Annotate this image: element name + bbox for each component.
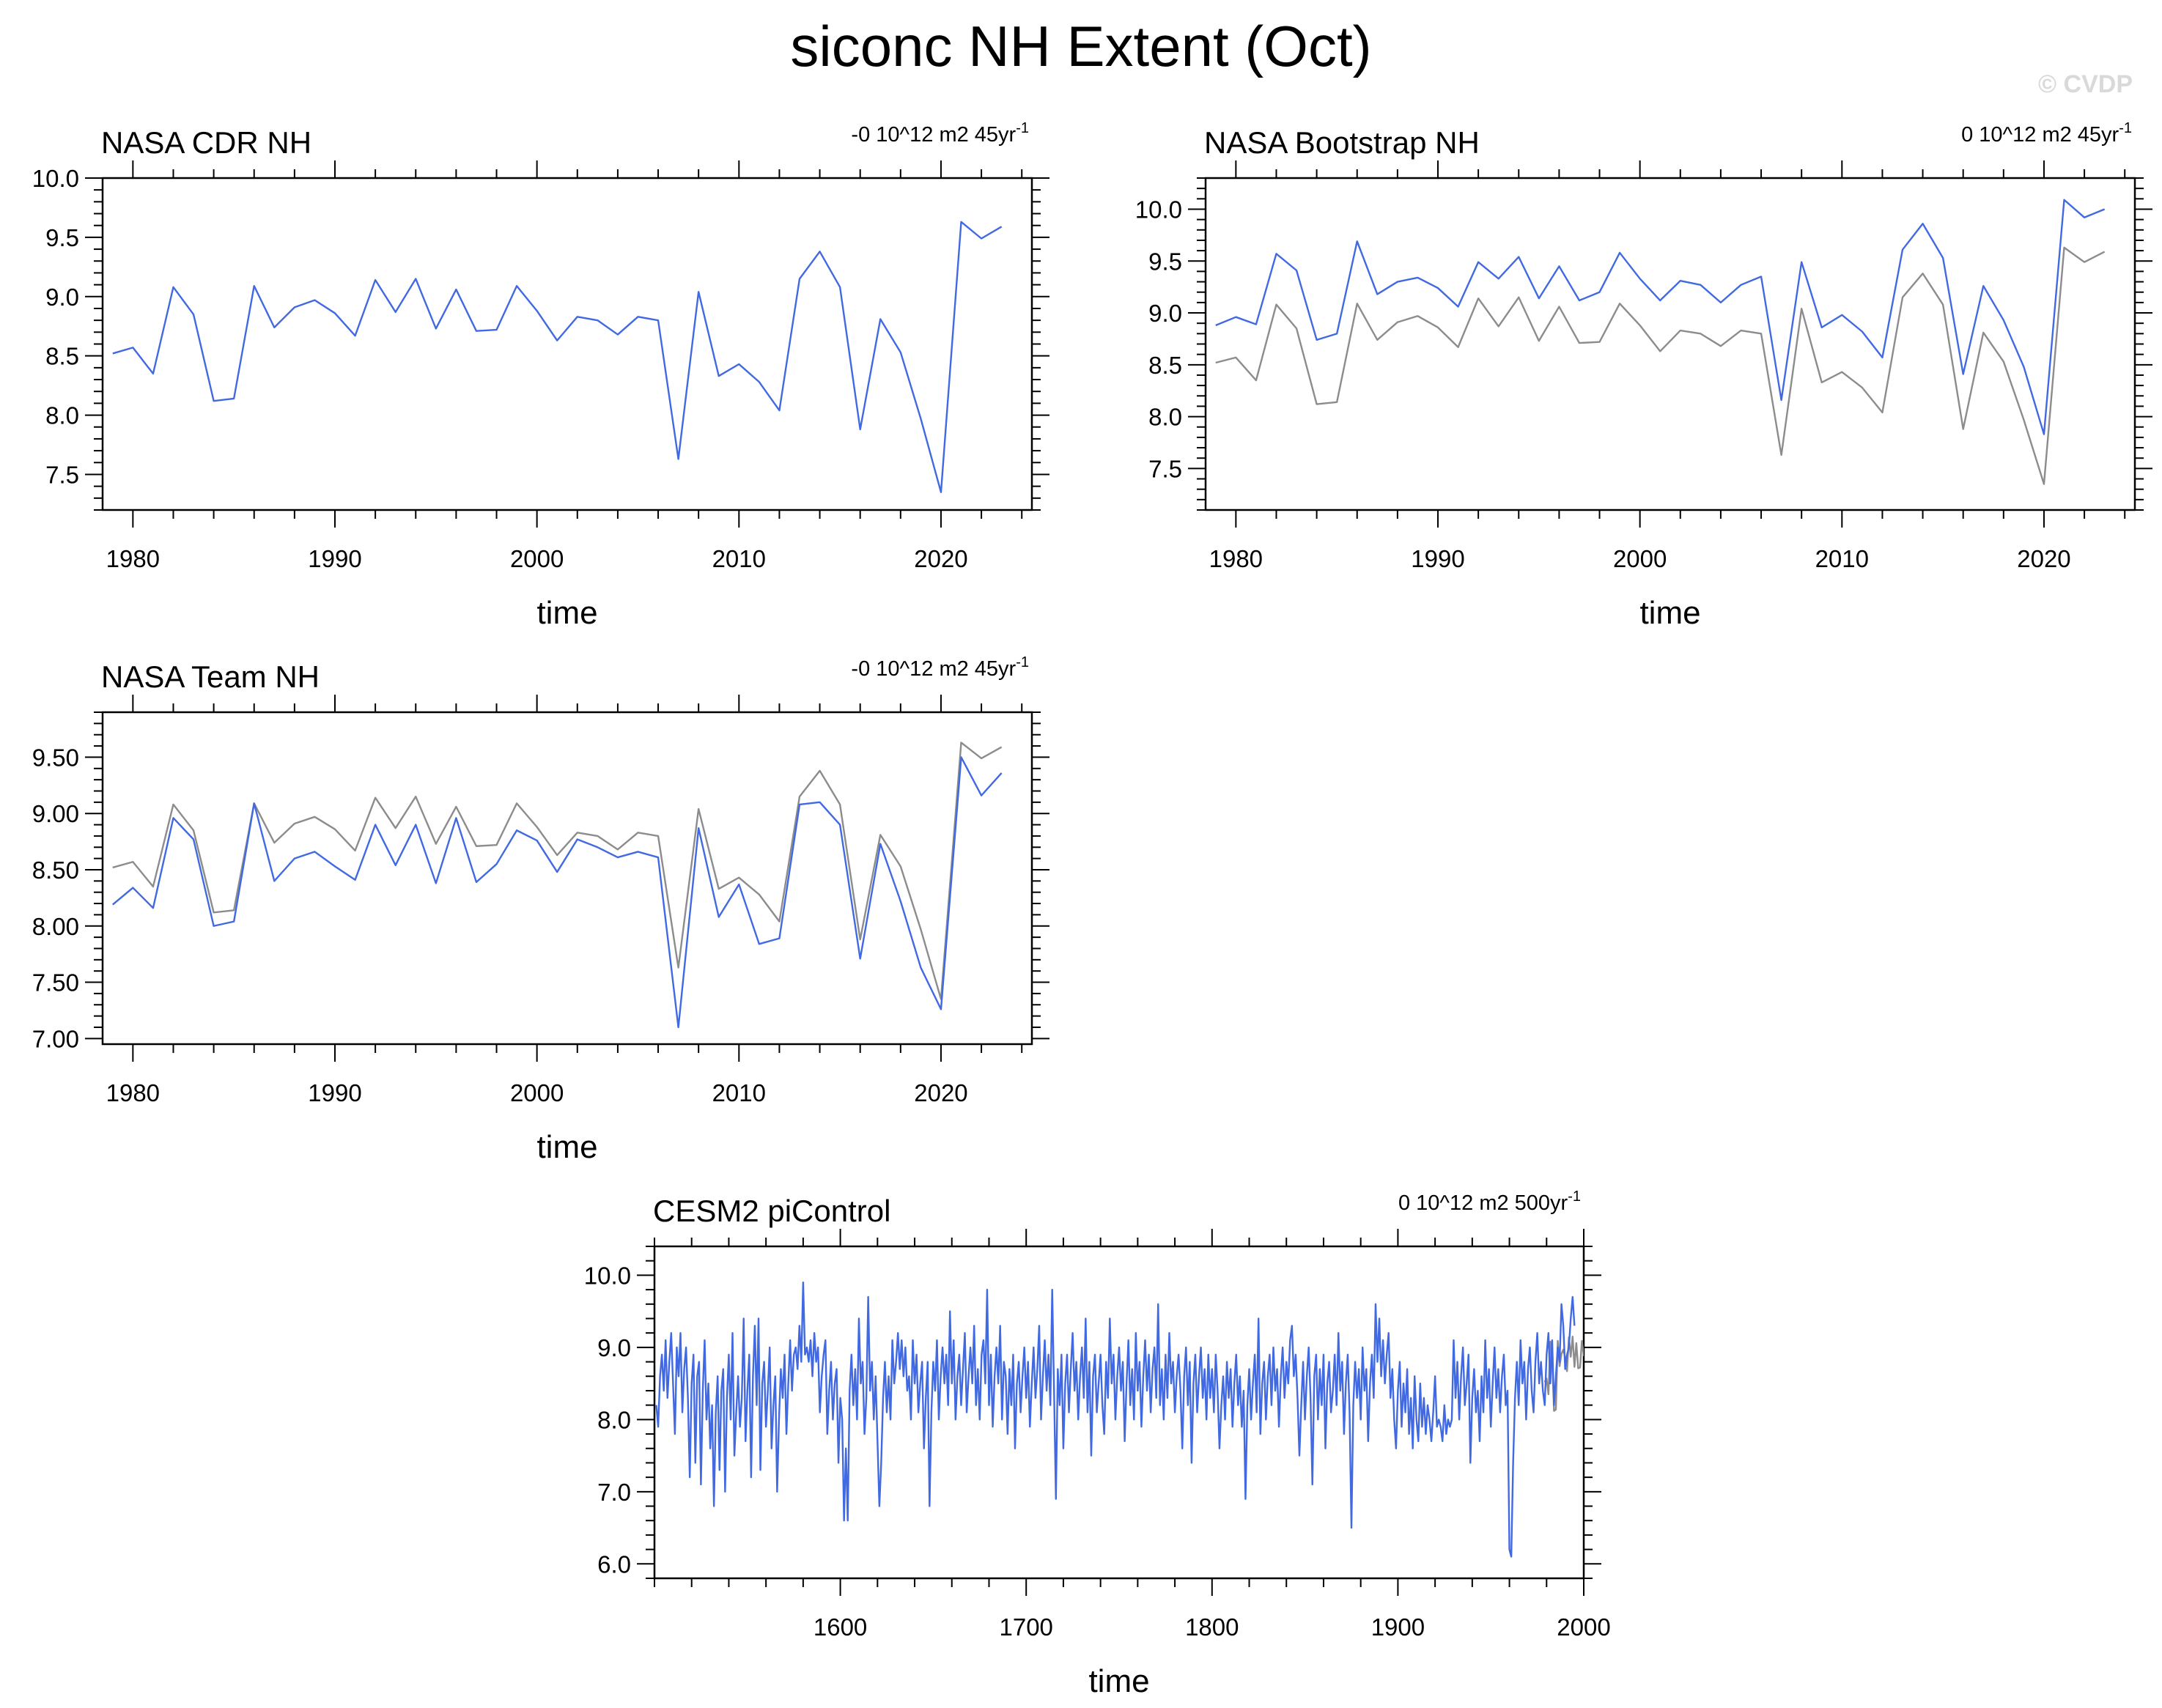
y-tick-label: 7.50 <box>32 969 79 997</box>
series-line-reference <box>1215 246 2106 485</box>
x-tick-label: 1990 <box>1411 545 1464 572</box>
y-tick-label: 9.50 <box>32 744 79 771</box>
panel-team: NASA Team NH -0 10^12 m2 45yr-1 7.00 7.50 8.… <box>32 654 1049 1165</box>
y-tick-label: 7.5 <box>1148 455 1182 482</box>
x-tick-label: 1980 <box>1209 545 1263 572</box>
plot-frame <box>101 711 1033 1046</box>
plot-frame <box>653 1245 1585 1580</box>
x-tick-label: 2010 <box>712 1079 766 1106</box>
panel-picontrol: CESM2 piControl 0 10^12 m2 500yr-1 6.0 7.0 8… <box>584 1188 1611 1699</box>
trend-label: -0 10^12 m2 45yr-1 <box>851 120 1029 147</box>
x-tick-label: 1800 <box>1185 1613 1239 1641</box>
figure-title: siconc NH Extent (Oct) <box>790 14 1372 78</box>
panel-title: NASA Bootstrap NH <box>1204 125 1480 160</box>
y-tick-label: 9.0 <box>597 1334 631 1361</box>
x-tick-label: 1980 <box>106 545 160 572</box>
y-tick-label: 7.0 <box>597 1479 631 1506</box>
y-tick-label: 9.00 <box>32 800 79 827</box>
series-line-primary <box>112 221 1003 493</box>
x-axis-label: time <box>536 595 597 631</box>
y-tick-label: 8.5 <box>1148 352 1182 379</box>
y-tick-label: 9.5 <box>1148 248 1182 275</box>
y-tick-label: 6.0 <box>597 1550 631 1578</box>
y-tick-label: 9.5 <box>45 224 79 251</box>
y-tick-label: 8.00 <box>32 913 79 940</box>
y-tick-label: 10.0 <box>584 1262 631 1289</box>
plot-frame <box>1204 177 2136 511</box>
x-axis-label: time <box>1088 1663 1149 1699</box>
watermark: © CVDP <box>2038 70 2133 98</box>
panel-title: NASA Team NH <box>101 659 320 694</box>
x-tick-label: 2020 <box>2017 545 2070 572</box>
y-tick-label: 8.0 <box>45 402 79 429</box>
panel-cdr: NASA CDR NH -0 10^12 m2 45yr-1 7.5 8.0 8.5 9.… <box>32 120 1049 631</box>
x-tick-label: 2000 <box>510 1079 564 1106</box>
panel-title: NASA CDR NH <box>101 125 311 160</box>
panel-title: CESM2 piControl <box>653 1194 890 1228</box>
x-axis-label: time <box>536 1129 597 1165</box>
x-tick-label: 1900 <box>1371 1613 1425 1641</box>
x-tick-label: 2000 <box>1613 545 1667 572</box>
x-tick-label: 2010 <box>1815 545 1869 572</box>
x-tick-label: 1700 <box>999 1613 1052 1641</box>
y-tick-label: 8.0 <box>597 1406 631 1433</box>
x-tick-label: 1990 <box>308 545 361 572</box>
x-tick-label: 2020 <box>914 545 967 572</box>
plot-frame <box>101 177 1033 511</box>
x-tick-label: 2020 <box>914 1079 967 1106</box>
y-tick-label: 9.0 <box>1148 300 1182 327</box>
x-tick-label: 2010 <box>712 545 766 572</box>
trend-label: -0 10^12 m2 45yr-1 <box>851 654 1029 681</box>
y-tick-label: 10.0 <box>32 165 79 192</box>
x-axis-label: time <box>1639 595 1700 631</box>
y-tick-label: 8.50 <box>32 857 79 884</box>
y-tick-label: 8.0 <box>1148 404 1182 431</box>
x-tick-label: 2000 <box>1557 1613 1610 1641</box>
x-tick-label: 1990 <box>308 1079 361 1106</box>
trend-label: 0 10^12 m2 500yr-1 <box>1398 1188 1581 1215</box>
series-line-primary <box>1215 199 2106 435</box>
x-tick-label: 2000 <box>510 545 564 572</box>
y-tick-label: 10.0 <box>1135 196 1182 223</box>
panel-bootstrap: NASA Bootstrap NH 0 10^12 m2 45yr-1 7.5 8.0… <box>1135 120 2152 631</box>
series-line-primary <box>112 756 1003 1029</box>
y-tick-label: 7.00 <box>32 1025 79 1052</box>
series-line-primary <box>655 1282 1576 1558</box>
y-tick-label: 7.5 <box>45 461 79 488</box>
x-tick-label: 1980 <box>106 1079 160 1106</box>
y-tick-label: 8.5 <box>45 343 79 370</box>
series-line-reference <box>112 742 1003 1000</box>
y-tick-label: 9.0 <box>45 284 79 311</box>
x-tick-label: 1600 <box>813 1613 867 1641</box>
trend-label: 0 10^12 m2 45yr-1 <box>1961 120 2132 147</box>
